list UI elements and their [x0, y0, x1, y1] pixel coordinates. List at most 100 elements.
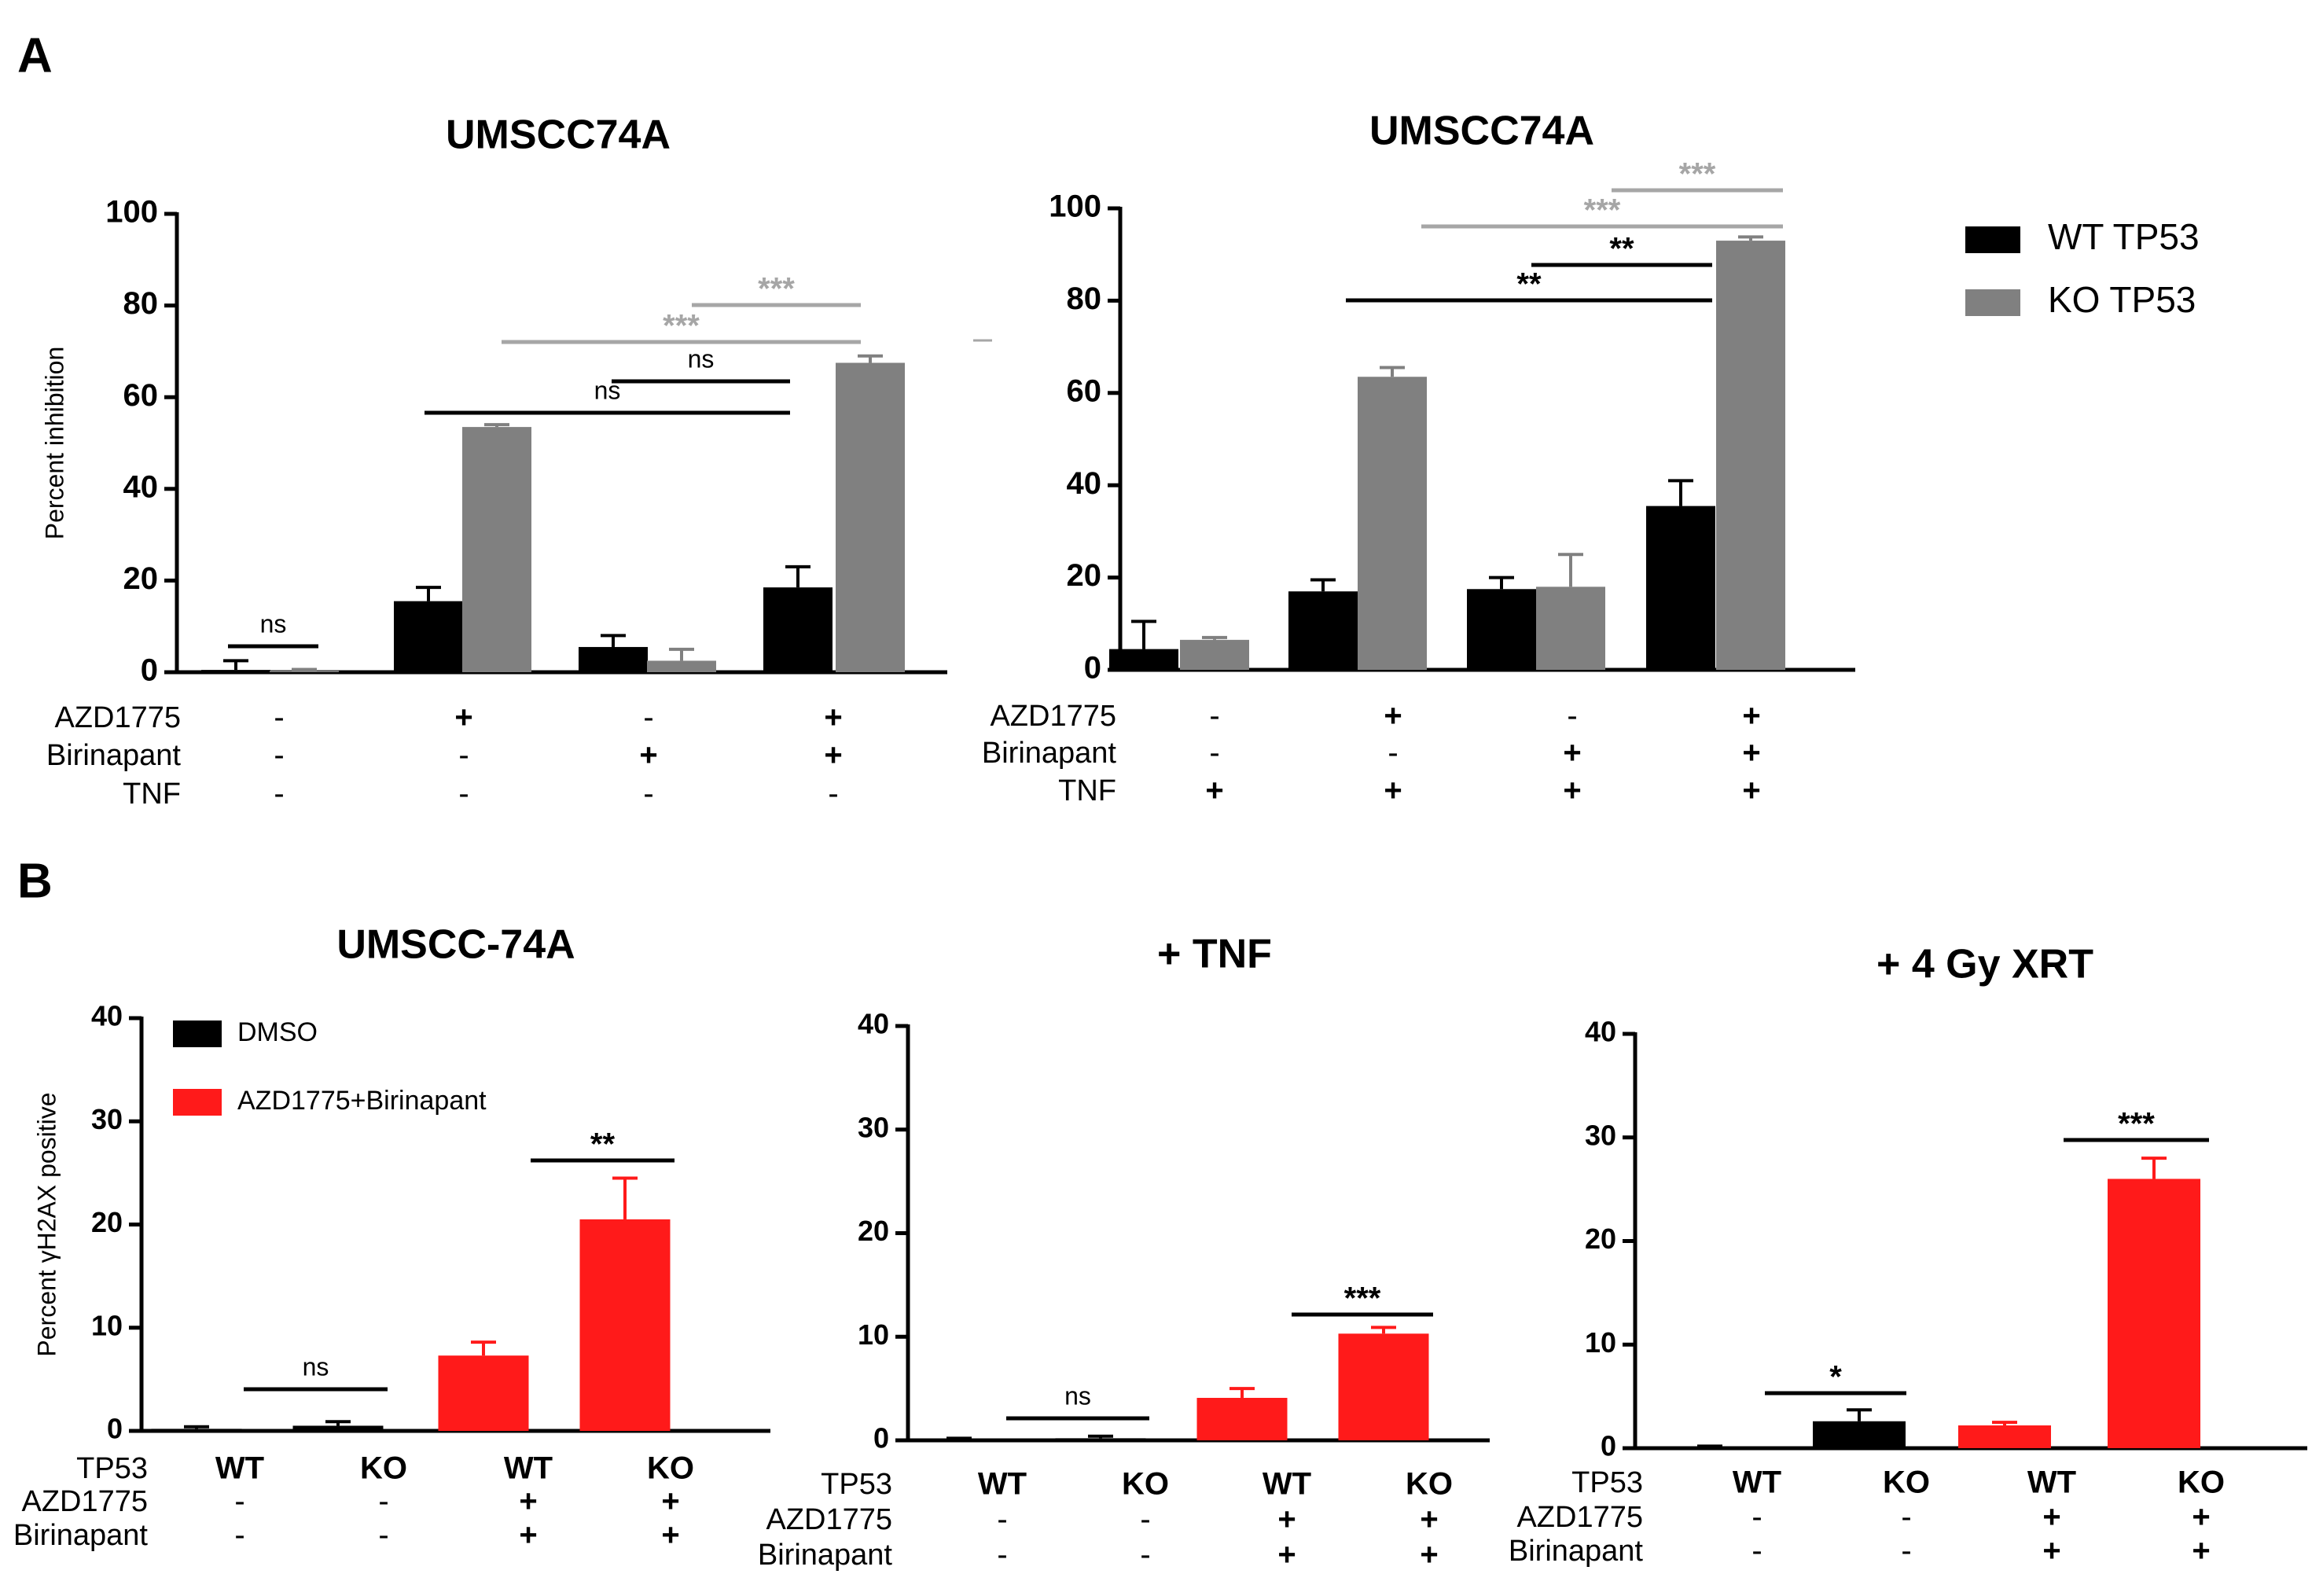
condition-label-b2: AZD1775	[766, 1503, 892, 1536]
bar-a2-wt-3	[1646, 506, 1715, 670]
bar-b3-2	[1958, 1425, 2051, 1448]
bar-b2-3	[1338, 1333, 1429, 1440]
legend-swatch-a-0	[1965, 226, 2020, 253]
legend-label-a-1: KO TP53	[2048, 279, 2196, 320]
bar-a2-wt-0	[1109, 649, 1178, 670]
condition-value-b2: KO	[1406, 1467, 1453, 1502]
y-tick-label-b2: 10	[858, 1318, 889, 1351]
y-tick-label-b1: 0	[107, 1413, 123, 1445]
significance-label-a2: ***	[1679, 157, 1716, 192]
condition-value-b3: KO	[1883, 1465, 1930, 1500]
condition-value-a2: -	[1209, 736, 1219, 770]
condition-value-b1: KO	[360, 1451, 407, 1486]
significance-label-a1: ns	[688, 344, 715, 373]
condition-value-b1: +	[519, 1518, 537, 1553]
chart-title-b1: UMSCC-74A	[336, 922, 575, 968]
bar-a1-ko-1	[462, 427, 531, 672]
y-tick-label-b3: 0	[1601, 1430, 1616, 1462]
condition-value-a1: -	[274, 738, 284, 773]
condition-value-b3: +	[2042, 1534, 2060, 1568]
significance-label-a2: **	[1516, 267, 1542, 302]
condition-value-b2: WT	[1263, 1467, 1311, 1502]
chart-title-b2: + TNF	[1157, 932, 1272, 977]
y-tick-label-a2: 0	[1084, 651, 1101, 686]
condition-value-b3: -	[1901, 1500, 1911, 1535]
condition-value-b2: WT	[978, 1467, 1027, 1502]
condition-label-a2: TNF	[1058, 774, 1116, 807]
condition-value-a2: +	[1742, 699, 1760, 734]
condition-label-a1: Birinapant	[46, 739, 182, 772]
bar-b1-3	[579, 1219, 671, 1431]
significance-label-a1: ns	[260, 609, 287, 638]
y-tick-label-b2: 40	[858, 1008, 889, 1040]
condition-value-b1: +	[661, 1518, 679, 1553]
condition-value-a1: +	[824, 738, 842, 773]
condition-value-b1: -	[378, 1484, 388, 1519]
y-tick-label-a2: 60	[1067, 373, 1102, 408]
condition-value-a2: +	[1205, 774, 1223, 808]
bar-b3-1	[1813, 1421, 1906, 1448]
bar-a1-wt-1	[394, 601, 463, 672]
y-tick-label-a1: 0	[141, 653, 158, 688]
significance-label-b3: ***	[2118, 1107, 2155, 1142]
condition-value-a1: +	[824, 701, 842, 735]
y-tick-label-b2: 0	[873, 1422, 889, 1454]
bar-a1-ko-0	[270, 671, 339, 672]
chart-title-b3: + 4 Gy XRT	[1876, 942, 2093, 987]
y-axis-label-a1: Percent inhibition	[40, 347, 68, 539]
condition-value-b3: -	[1751, 1500, 1762, 1535]
condition-value-a2: -	[1209, 699, 1219, 734]
bar-b1-2	[438, 1355, 529, 1431]
significance-label-b2: ns	[1064, 1381, 1091, 1410]
condition-value-b1: +	[519, 1484, 537, 1519]
condition-value-b3: KO	[2178, 1465, 2225, 1500]
y-tick-label-a1: 20	[123, 561, 159, 596]
bar-b1-1	[292, 1425, 384, 1431]
condition-value-a1: -	[643, 777, 653, 811]
condition-value-b3: -	[1901, 1534, 1911, 1568]
condition-value-a2: +	[1384, 774, 1402, 808]
condition-value-b2: +	[1420, 1502, 1438, 1537]
bar-a2-ko-3	[1716, 241, 1785, 671]
legend-swatch-b-1	[173, 1089, 222, 1116]
condition-value-a1: -	[828, 777, 838, 811]
y-tick-label-b1: 10	[91, 1309, 123, 1341]
bar-a1-ko-3	[836, 362, 905, 672]
bar-b2-2	[1196, 1397, 1288, 1440]
condition-label-b3: Birinapant	[1509, 1535, 1644, 1568]
condition-value-a2: -	[1388, 736, 1398, 770]
legend-label-a-0: WT TP53	[2048, 216, 2200, 257]
condition-value-b1: -	[378, 1518, 388, 1553]
legend-swatch-a-1	[1965, 289, 2020, 316]
y-tick-label-a2: 80	[1067, 281, 1102, 316]
y-tick-label-a1: 100	[105, 195, 158, 230]
y-tick-label-a2: 100	[1049, 189, 1101, 224]
condition-value-a2: +	[1742, 736, 1760, 770]
condition-value-a2: +	[1563, 736, 1581, 770]
y-tick-label-a1: 40	[123, 469, 159, 504]
condition-value-b3: -	[1751, 1534, 1762, 1568]
y-tick-label-b3: 20	[1585, 1223, 1616, 1255]
significance-label-a1: ***	[758, 272, 795, 307]
y-tick-label-b2: 20	[858, 1215, 889, 1247]
chart-title-a2: UMSCC74A	[1369, 108, 1594, 154]
condition-value-b3: WT	[2027, 1465, 2076, 1500]
bar-b1-0	[151, 1429, 242, 1431]
condition-value-b3: WT	[1733, 1465, 1781, 1500]
condition-value-b3: +	[2042, 1500, 2060, 1535]
condition-value-b2: KO	[1122, 1467, 1169, 1502]
condition-label-a2: Birinapant	[982, 737, 1117, 770]
condition-value-a1: -	[274, 777, 284, 811]
bar-a1-wt-3	[763, 587, 833, 672]
condition-value-a1: -	[458, 738, 469, 773]
y-tick-label-b1: 20	[91, 1206, 123, 1238]
significance-label-b1: **	[590, 1127, 616, 1162]
y-tick-label-b3: 30	[1585, 1119, 1616, 1151]
y-tick-label-b2: 30	[858, 1111, 889, 1143]
legend-swatch-b-0	[173, 1020, 222, 1047]
significance-label-a1: ***	[663, 309, 700, 344]
condition-value-a1: +	[454, 701, 472, 735]
condition-label-b1: AZD1775	[21, 1485, 148, 1518]
condition-label-b1: Birinapant	[13, 1519, 149, 1552]
condition-value-b2: -	[1140, 1502, 1150, 1537]
